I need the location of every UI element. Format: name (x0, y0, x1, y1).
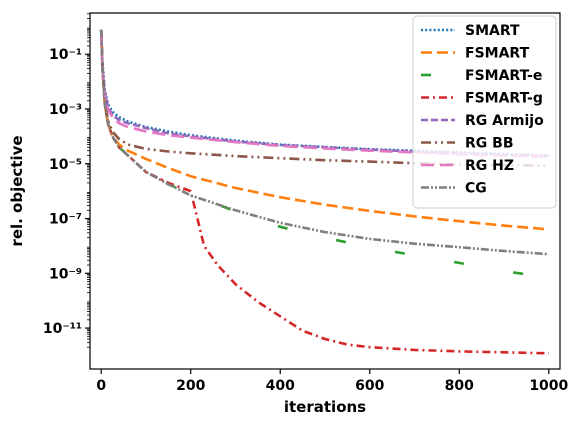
y-axis-title: rel. objective (8, 135, 26, 246)
x-tick-label: 1000 (529, 378, 568, 394)
y-tick-label: 10⁻³ (49, 102, 82, 118)
x-tick-label: 600 (355, 378, 384, 394)
legend-label: CG (465, 181, 487, 197)
legend: SMART FSMART FSMART-e FSMART-g RG Armijo RG B… (412, 15, 557, 209)
legend-label: FSMART-e (465, 68, 542, 84)
x-tick-label: 800 (445, 378, 474, 394)
y-tick-label: 10⁻⁵ (49, 157, 82, 173)
x-axis-title: iterations (284, 398, 366, 416)
y-tick-label: 10⁻¹ (49, 47, 82, 63)
x-tick-label: 200 (176, 378, 205, 394)
legend-label: FSMART (465, 46, 530, 62)
legend-label: RG Armijo (465, 113, 544, 129)
legend-label: SMART (465, 23, 520, 39)
y-tick-label: 10⁻¹¹ (43, 321, 82, 337)
series-line-cg (99, 29, 549, 256)
y-tick-label: 10⁻⁹ (49, 266, 82, 282)
y-tick-label: 10⁻⁷ (49, 212, 82, 228)
x-tick-label: 0 (96, 378, 106, 394)
plot-frame (89, 12, 561, 370)
legend-label: RG BB (465, 136, 514, 152)
series-line-fsmart-g (99, 29, 549, 355)
legend-label: FSMART-g (465, 91, 543, 107)
ticks-layer: 0 200 400 600 800 1000 10⁻¹¹ 10⁻⁹ 10⁻⁷ 10⁻⁵ 10⁻³ 10… (43, 13, 569, 394)
legend-label: RG HZ (465, 158, 514, 174)
x-tick-label: 400 (266, 378, 295, 394)
legend-box (412, 15, 557, 209)
